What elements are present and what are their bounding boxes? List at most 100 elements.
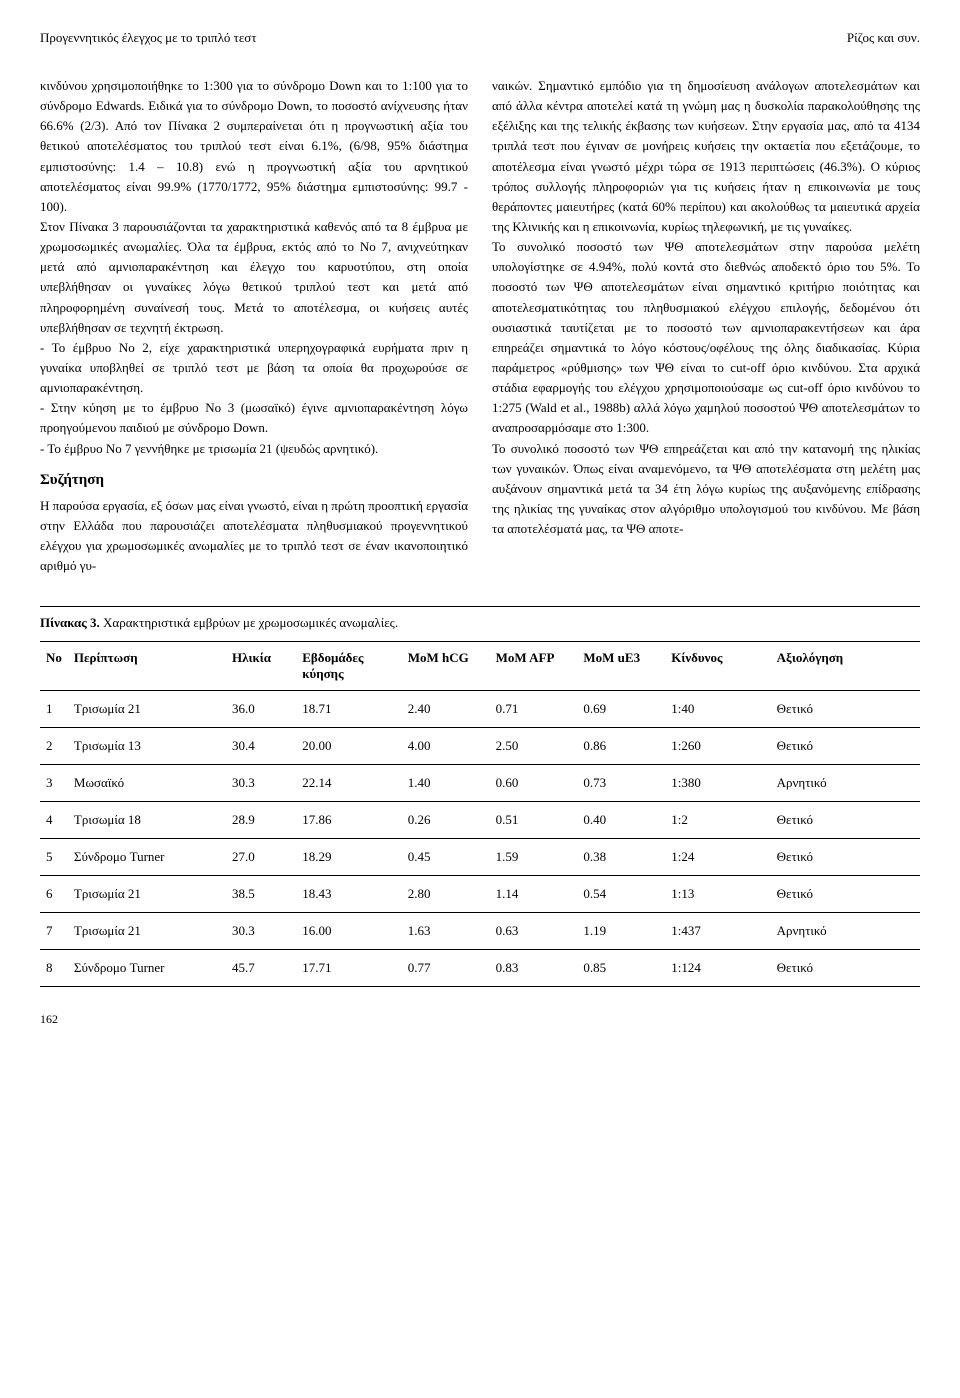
text-columns: κινδύνου χρησιμοποιήθηκε το 1:300 για το…	[40, 76, 920, 576]
cell-risk: 1:380	[665, 765, 770, 802]
cell-afp: 1.59	[490, 839, 578, 876]
cell-ue3: 0.69	[577, 691, 665, 728]
left-para-4: - Στην κύηση με το έμβρυο Νο 3 (μωσαϊκό)…	[40, 398, 468, 438]
header-left: Προγεννητικός έλεγχος με το τριπλό τεστ	[40, 30, 257, 46]
cell-risk: 1:40	[665, 691, 770, 728]
cell-afp: 0.83	[490, 950, 578, 987]
left-para-2: Στον Πίνακα 3 παρουσιάζονται τα χαρακτηρ…	[40, 217, 468, 338]
cell-risk: 1:13	[665, 876, 770, 913]
cell-ue3: 0.86	[577, 728, 665, 765]
th-case: Περίπτωση	[68, 642, 226, 691]
cell-weeks: 22.14	[296, 765, 401, 802]
cell-hcg: 2.40	[402, 691, 490, 728]
header-right: Ρίζος και συν.	[847, 30, 920, 46]
page-header: Προγεννητικός έλεγχος με το τριπλό τεστ …	[40, 30, 920, 46]
cell-age: 45.7	[226, 950, 296, 987]
th-weeks: Εβδομάδες κύησης	[296, 642, 401, 691]
cell-no: 4	[40, 802, 68, 839]
cell-eval: Θετικό	[771, 691, 920, 728]
right-para-3: Το συνολικό ποσοστό των ΨΘ επηρεάζεται κ…	[492, 439, 920, 540]
cell-eval: Θετικό	[771, 950, 920, 987]
th-eval: Αξιολόγηση	[771, 642, 920, 691]
cell-afp: 1.14	[490, 876, 578, 913]
th-hcg: MoM hCG	[402, 642, 490, 691]
th-ue3: MoM uE3	[577, 642, 665, 691]
cell-case: Τρισωμία 21	[68, 913, 226, 950]
table-title: Πίνακας 3. Χαρακτηριστικά εμβρύων με χρω…	[40, 606, 920, 631]
cell-ue3: 0.40	[577, 802, 665, 839]
left-para-3: - Το έμβρυο Νο 2, είχε χαρακτηριστικά υπ…	[40, 338, 468, 398]
cell-no: 5	[40, 839, 68, 876]
cell-no: 6	[40, 876, 68, 913]
right-para-2: Το συνολικό ποσοστό των ΨΘ αποτελεσμάτων…	[492, 237, 920, 438]
th-age: Ηλικία	[226, 642, 296, 691]
cell-hcg: 4.00	[402, 728, 490, 765]
cell-risk: 1:260	[665, 728, 770, 765]
table-row: 4 Τρισωμία 18 28.9 17.86 0.26 0.51 0.40 …	[40, 802, 920, 839]
cell-ue3: 0.38	[577, 839, 665, 876]
table-title-bold: Πίνακας 3.	[40, 615, 100, 630]
left-column: κινδύνου χρησιμοποιήθηκε το 1:300 για το…	[40, 76, 468, 576]
table-body: 1 Τρισωμία 21 36.0 18.71 2.40 0.71 0.69 …	[40, 691, 920, 987]
cell-case: Τρισωμία 13	[68, 728, 226, 765]
table-header-row: Νο Περίπτωση Ηλικία Εβδομάδες κύησης MoM…	[40, 642, 920, 691]
cell-risk: 1:2	[665, 802, 770, 839]
table-row: 5 Σύνδρομο Turner 27.0 18.29 0.45 1.59 0…	[40, 839, 920, 876]
cell-no: 8	[40, 950, 68, 987]
cell-risk: 1:124	[665, 950, 770, 987]
cell-ue3: 0.73	[577, 765, 665, 802]
left-para-1: κινδύνου χρησιμοποιήθηκε το 1:300 για το…	[40, 76, 468, 217]
th-afp: MoM AFP	[490, 642, 578, 691]
discussion-heading: Συζήτηση	[40, 469, 468, 492]
cell-hcg: 0.45	[402, 839, 490, 876]
cell-no: 3	[40, 765, 68, 802]
cell-hcg: 1.40	[402, 765, 490, 802]
cell-case: Σύνδρομο Turner	[68, 839, 226, 876]
table-row: 2 Τρισωμία 13 30.4 20.00 4.00 2.50 0.86 …	[40, 728, 920, 765]
cell-afp: 0.71	[490, 691, 578, 728]
table-row: 7 Τρισωμία 21 30.3 16.00 1.63 0.63 1.19 …	[40, 913, 920, 950]
cell-case: Τρισωμία 18	[68, 802, 226, 839]
cell-age: 36.0	[226, 691, 296, 728]
cell-hcg: 2.80	[402, 876, 490, 913]
cell-eval: Αρνητικό	[771, 765, 920, 802]
left-para-6: Η παρούσα εργασία, εξ όσων μας είναι γνω…	[40, 496, 468, 577]
th-no: Νο	[40, 642, 68, 691]
cell-case: Σύνδρομο Turner	[68, 950, 226, 987]
cell-no: 7	[40, 913, 68, 950]
cell-afp: 0.63	[490, 913, 578, 950]
cell-hcg: 1.63	[402, 913, 490, 950]
cell-eval: Θετικό	[771, 876, 920, 913]
cell-weeks: 17.86	[296, 802, 401, 839]
cell-afp: 2.50	[490, 728, 578, 765]
cell-weeks: 18.43	[296, 876, 401, 913]
right-column: ναικών. Σημαντικό εμπόδιο για τη δημοσίε…	[492, 76, 920, 576]
cell-weeks: 18.29	[296, 839, 401, 876]
cell-eval: Αρνητικό	[771, 913, 920, 950]
cell-risk: 1:437	[665, 913, 770, 950]
cell-weeks: 17.71	[296, 950, 401, 987]
cell-case: Τρισωμία 21	[68, 876, 226, 913]
left-para-5: - Το έμβρυο Νο 7 γεννήθηκε με τρισωμία 2…	[40, 439, 468, 459]
cell-hcg: 0.26	[402, 802, 490, 839]
cell-age: 30.3	[226, 765, 296, 802]
right-para-1: ναικών. Σημαντικό εμπόδιο για τη δημοσίε…	[492, 76, 920, 237]
cell-age: 30.4	[226, 728, 296, 765]
cell-no: 2	[40, 728, 68, 765]
table-row: 6 Τρισωμία 21 38.5 18.43 2.80 1.14 0.54 …	[40, 876, 920, 913]
cell-eval: Θετικό	[771, 728, 920, 765]
cell-case: Μωσαϊκό	[68, 765, 226, 802]
cell-ue3: 0.85	[577, 950, 665, 987]
cell-risk: 1:24	[665, 839, 770, 876]
characteristics-table: Νο Περίπτωση Ηλικία Εβδομάδες κύησης MoM…	[40, 641, 920, 987]
cell-afp: 0.60	[490, 765, 578, 802]
cell-weeks: 16.00	[296, 913, 401, 950]
cell-no: 1	[40, 691, 68, 728]
cell-age: 30.3	[226, 913, 296, 950]
cell-age: 27.0	[226, 839, 296, 876]
table-title-rest: Χαρακτηριστικά εμβρύων με χρωμοσωμικές α…	[100, 615, 398, 630]
table-row: 8 Σύνδρομο Turner 45.7 17.71 0.77 0.83 0…	[40, 950, 920, 987]
table-row: 3 Μωσαϊκό 30.3 22.14 1.40 0.60 0.73 1:38…	[40, 765, 920, 802]
cell-ue3: 1.19	[577, 913, 665, 950]
cell-weeks: 18.71	[296, 691, 401, 728]
